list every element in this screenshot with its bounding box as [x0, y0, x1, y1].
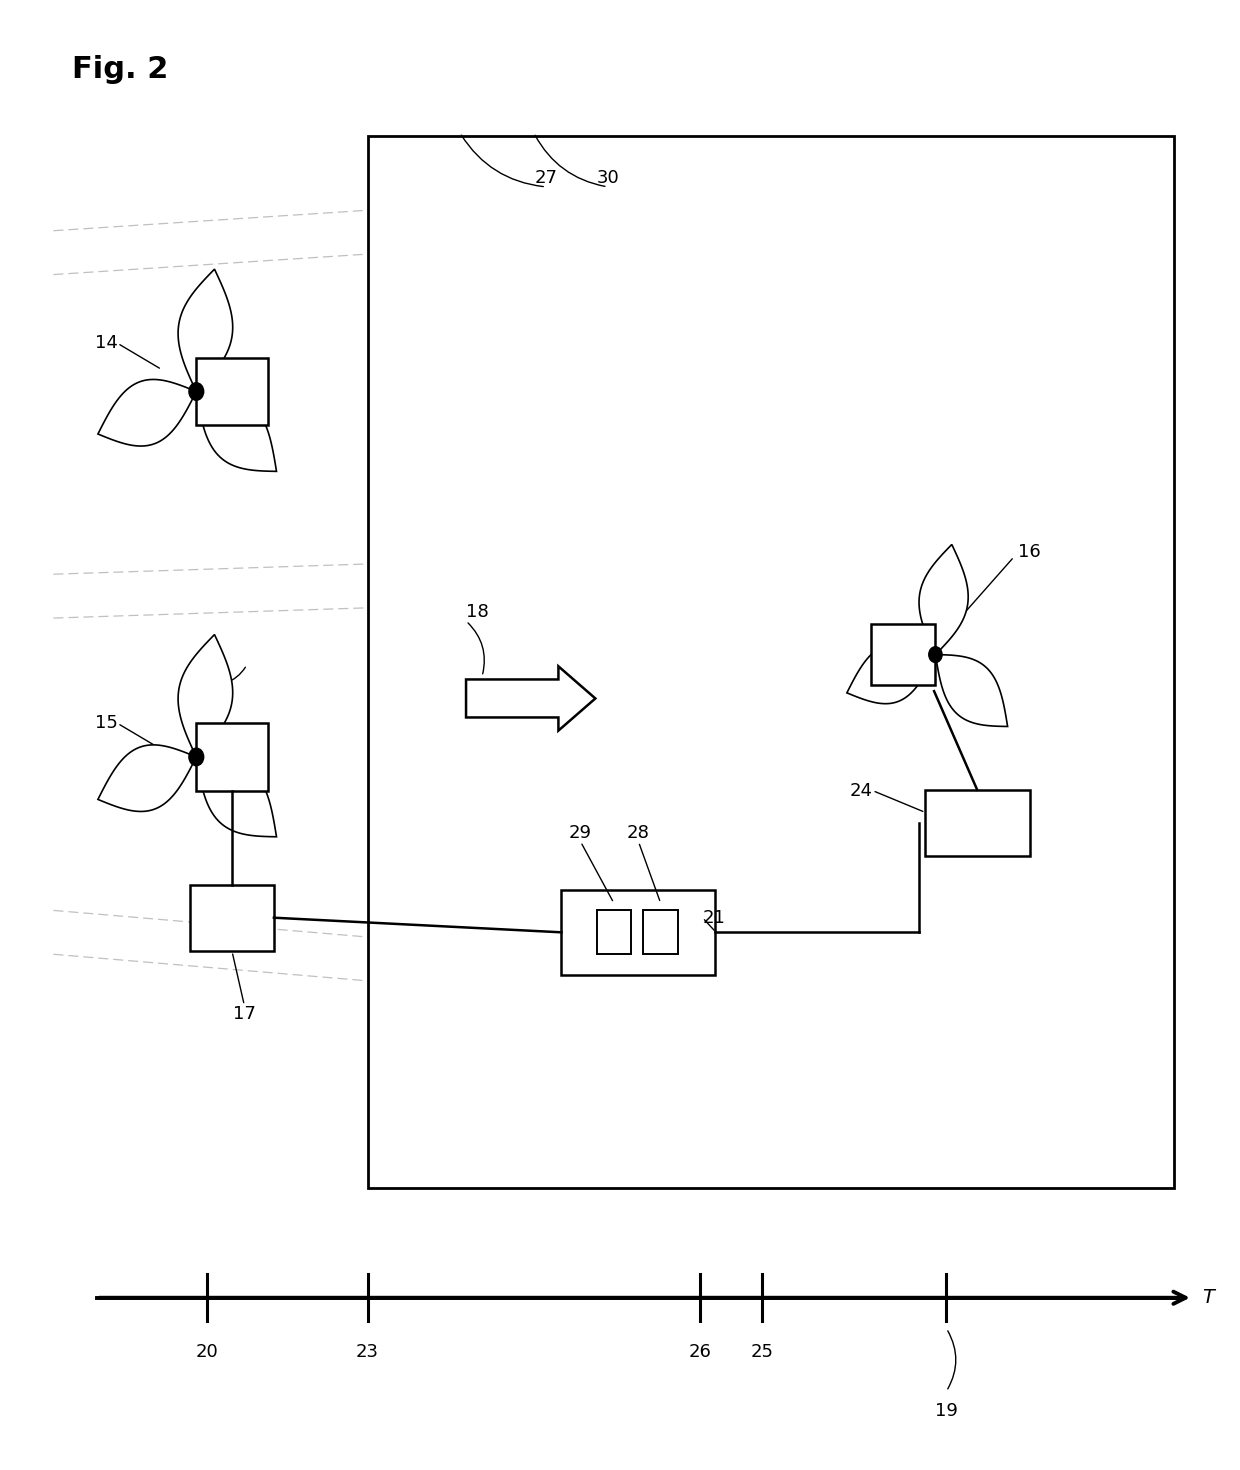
- FancyArrow shape: [466, 666, 595, 731]
- Text: 25: 25: [750, 1344, 774, 1361]
- Text: 28: 28: [627, 823, 650, 842]
- Text: 15: 15: [94, 714, 118, 732]
- Bar: [190, 885, 274, 951]
- Text: 23: 23: [356, 1344, 379, 1361]
- Bar: [596, 910, 631, 954]
- Text: 30: 30: [201, 675, 223, 692]
- Polygon shape: [98, 379, 196, 445]
- Text: 29: 29: [569, 823, 591, 842]
- Bar: [196, 357, 268, 425]
- Bar: [562, 889, 715, 975]
- Text: 24: 24: [849, 782, 873, 800]
- Circle shape: [188, 382, 203, 400]
- Polygon shape: [196, 391, 277, 472]
- Text: 30: 30: [596, 169, 619, 187]
- Text: 26: 26: [688, 1344, 712, 1361]
- Text: 27: 27: [534, 169, 558, 187]
- Text: 16: 16: [1018, 544, 1040, 562]
- Circle shape: [188, 748, 203, 766]
- Polygon shape: [179, 269, 233, 391]
- Text: 19: 19: [935, 1401, 957, 1420]
- Text: 20: 20: [196, 1344, 218, 1361]
- Polygon shape: [196, 757, 277, 836]
- Bar: [644, 910, 678, 954]
- Circle shape: [929, 647, 942, 663]
- Bar: [196, 723, 268, 791]
- Polygon shape: [847, 644, 935, 704]
- Text: 17: 17: [233, 1005, 255, 1023]
- Text: T: T: [1203, 1288, 1214, 1307]
- Polygon shape: [935, 654, 1008, 726]
- Text: 18: 18: [466, 603, 489, 620]
- Text: 14: 14: [94, 334, 118, 353]
- Polygon shape: [179, 635, 233, 757]
- Bar: [367, 135, 1174, 1188]
- Bar: [872, 625, 935, 685]
- Polygon shape: [919, 544, 968, 654]
- Polygon shape: [98, 745, 196, 811]
- Text: Fig. 2: Fig. 2: [72, 56, 169, 84]
- Bar: [925, 789, 1029, 856]
- Text: 21: 21: [703, 908, 725, 926]
